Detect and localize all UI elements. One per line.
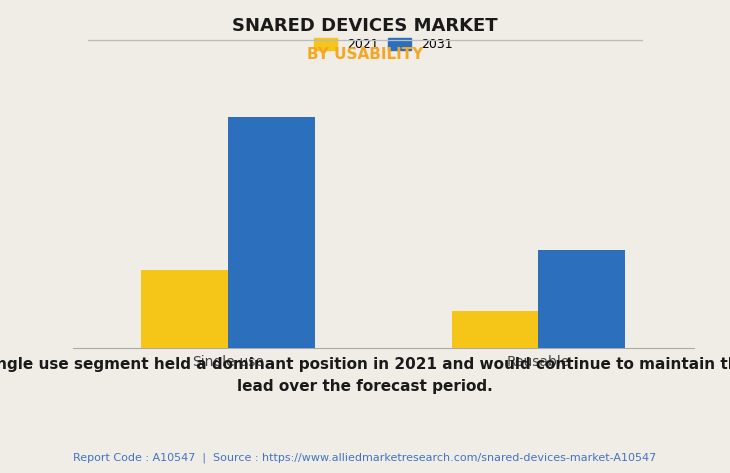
Legend: 2021, 2031: 2021, 2031 [310,35,456,55]
Bar [142,270,228,348]
Text: Single use segment held a dominant position in 2021 and would continue to mainta: Single use segment held a dominant posit… [0,357,730,394]
Bar [228,117,315,348]
Text: SNARED DEVICES MARKET: SNARED DEVICES MARKET [232,17,498,35]
Bar [451,311,539,348]
Bar [539,251,625,348]
Text: BY USABILITY: BY USABILITY [307,47,423,62]
Text: Report Code : A10547  |  Source : https://www.alliedmarketresearch.com/snared-de: Report Code : A10547 | Source : https://… [74,452,656,463]
